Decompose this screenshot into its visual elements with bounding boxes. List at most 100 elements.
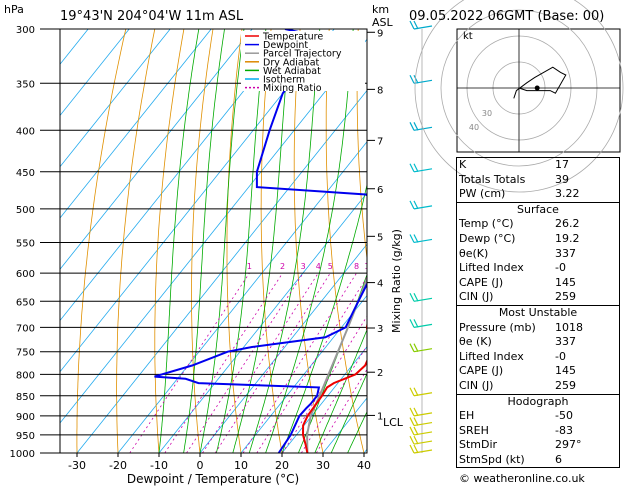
wind-barb: [413, 435, 419, 445]
wind-barb: [409, 163, 415, 173]
wind-barb: [409, 122, 415, 131]
hodograph-trace: [513, 66, 567, 99]
copyright: © weatheronline.co.uk: [459, 472, 585, 485]
legend-entry-label: Isotherm: [263, 75, 305, 86]
isotherm-line: [117, 141, 367, 453]
wind-barb: [413, 25, 433, 30]
table-row: Lifted Index -0: [457, 350, 619, 365]
row-value: 6: [555, 452, 562, 466]
mixing-ratio-line: [186, 272, 304, 453]
wind-barb: [413, 449, 433, 454]
wind-barb: [413, 421, 433, 427]
row-label: StmDir: [459, 438, 498, 452]
row-label: θe (K): [459, 335, 492, 349]
mixing-ratio-tick-label: 20: [406, 262, 416, 271]
wind-barb: [409, 293, 415, 302]
isotherm-line: [158, 192, 367, 453]
lcl-label: LCL: [383, 416, 404, 429]
wet-adiabat: [216, 29, 267, 453]
wind-barb: [409, 417, 415, 426]
mixing-ratio-line: [282, 315, 367, 453]
wind-barb: [413, 20, 419, 30]
row-value: 259: [555, 290, 576, 304]
wind-barb: [413, 426, 419, 436]
parcel-trajectory-line: [306, 276, 367, 453]
wind-barb: [413, 392, 433, 397]
row-label: Totals Totals: [459, 172, 526, 186]
row-label: Lifted Index: [459, 261, 524, 275]
pressure-tick-label: 350: [16, 79, 35, 90]
wind-barb: [409, 407, 415, 417]
temperature-tick-label: 20: [275, 459, 289, 472]
legend-entry-label: Dry Adiabat: [263, 57, 320, 68]
row-value: 337: [555, 335, 576, 349]
legend-entry-label: Parcel Trajectory: [263, 49, 342, 60]
isotherm-line: [240, 294, 367, 453]
isotherm-line: [281, 346, 367, 453]
axes: 3003504004505005506006507007508008509009…: [10, 25, 384, 472]
wet-adiabat: [314, 328, 367, 453]
isotherm-line: [60, 29, 253, 270]
wind-barb: [409, 319, 415, 328]
storm-motion-marker: [534, 85, 540, 91]
mixing-ratio-line: [256, 276, 367, 453]
temperature-tick-label: 30: [316, 459, 330, 472]
table-row: Pressure (mb) 1018: [457, 321, 619, 336]
wind-barb: [413, 319, 419, 328]
km-label: km: [372, 3, 389, 16]
wind-barb: [413, 234, 419, 243]
row-label: CAPE (J): [459, 364, 504, 378]
isotherm-line: [60, 29, 89, 65]
wind-barb: [413, 417, 419, 426]
legend-entry-label: Wet Adiabat: [263, 66, 321, 77]
background-lines: 1 2 3 4 5 8 10 15 20 25: [60, 29, 416, 453]
mixing-ratio-tick-label: 10: [364, 262, 374, 271]
isotherm-line: [60, 38, 367, 424]
wind-barb: [409, 234, 415, 243]
temperature-tick-label: -20: [109, 459, 127, 472]
mixing-ratio-line: [202, 272, 319, 453]
mixing-ratio-line: [301, 344, 367, 453]
wind-barb: [409, 200, 415, 210]
isotherm-line: [60, 29, 130, 117]
table-row: CIN (J) 259: [457, 379, 619, 394]
wind-barb: [409, 20, 415, 30]
mixing-ratio-tick-label: 2: [280, 262, 285, 271]
isotherm-line: [76, 89, 367, 453]
wind-barb: [413, 444, 419, 454]
wind-barb: [413, 238, 433, 244]
row-value: -50: [555, 409, 573, 423]
row-label: StmSpd (kt): [459, 452, 525, 466]
table-row: SREH -83: [457, 424, 619, 439]
temperature-tick-label: 10: [234, 459, 248, 472]
wind-barb: [413, 293, 419, 302]
wind-barb: [413, 200, 419, 210]
row-label: SREH: [459, 423, 489, 437]
row-value: 297°: [555, 438, 582, 452]
row-totals: Totals Totals 39: [457, 173, 619, 188]
mixing-ratio-line: [242, 272, 357, 453]
dry-adiabat: [226, 29, 243, 453]
plot-frame: [59, 28, 368, 454]
row-value: 19.2: [555, 231, 580, 245]
isotherm-line: [60, 29, 335, 373]
wind-barb: [413, 297, 433, 302]
asl-label: ASL: [372, 16, 394, 29]
hpa-label: hPa: [4, 3, 24, 16]
mixing-ratio-tick-label: 5: [328, 262, 333, 271]
section-title: Surface: [517, 202, 559, 216]
wind-barb: [413, 168, 433, 173]
wind-barb: [413, 163, 419, 173]
table-row: CIN (J) 259: [457, 290, 619, 305]
row-value: 259: [555, 378, 576, 392]
wind-barb: [413, 343, 419, 352]
wind-barb: [413, 79, 433, 84]
wet-adiabat: [330, 372, 367, 453]
mixing-ratio-tick-label: 1: [247, 262, 252, 271]
legend-entry-label: Dewpoint: [263, 40, 308, 51]
row-value: 145: [555, 275, 576, 289]
indices-table: K 17 Totals Totals 39 PW (cm) 3.22 Surface …: [456, 157, 620, 469]
dry-adiabat: [76, 29, 127, 453]
